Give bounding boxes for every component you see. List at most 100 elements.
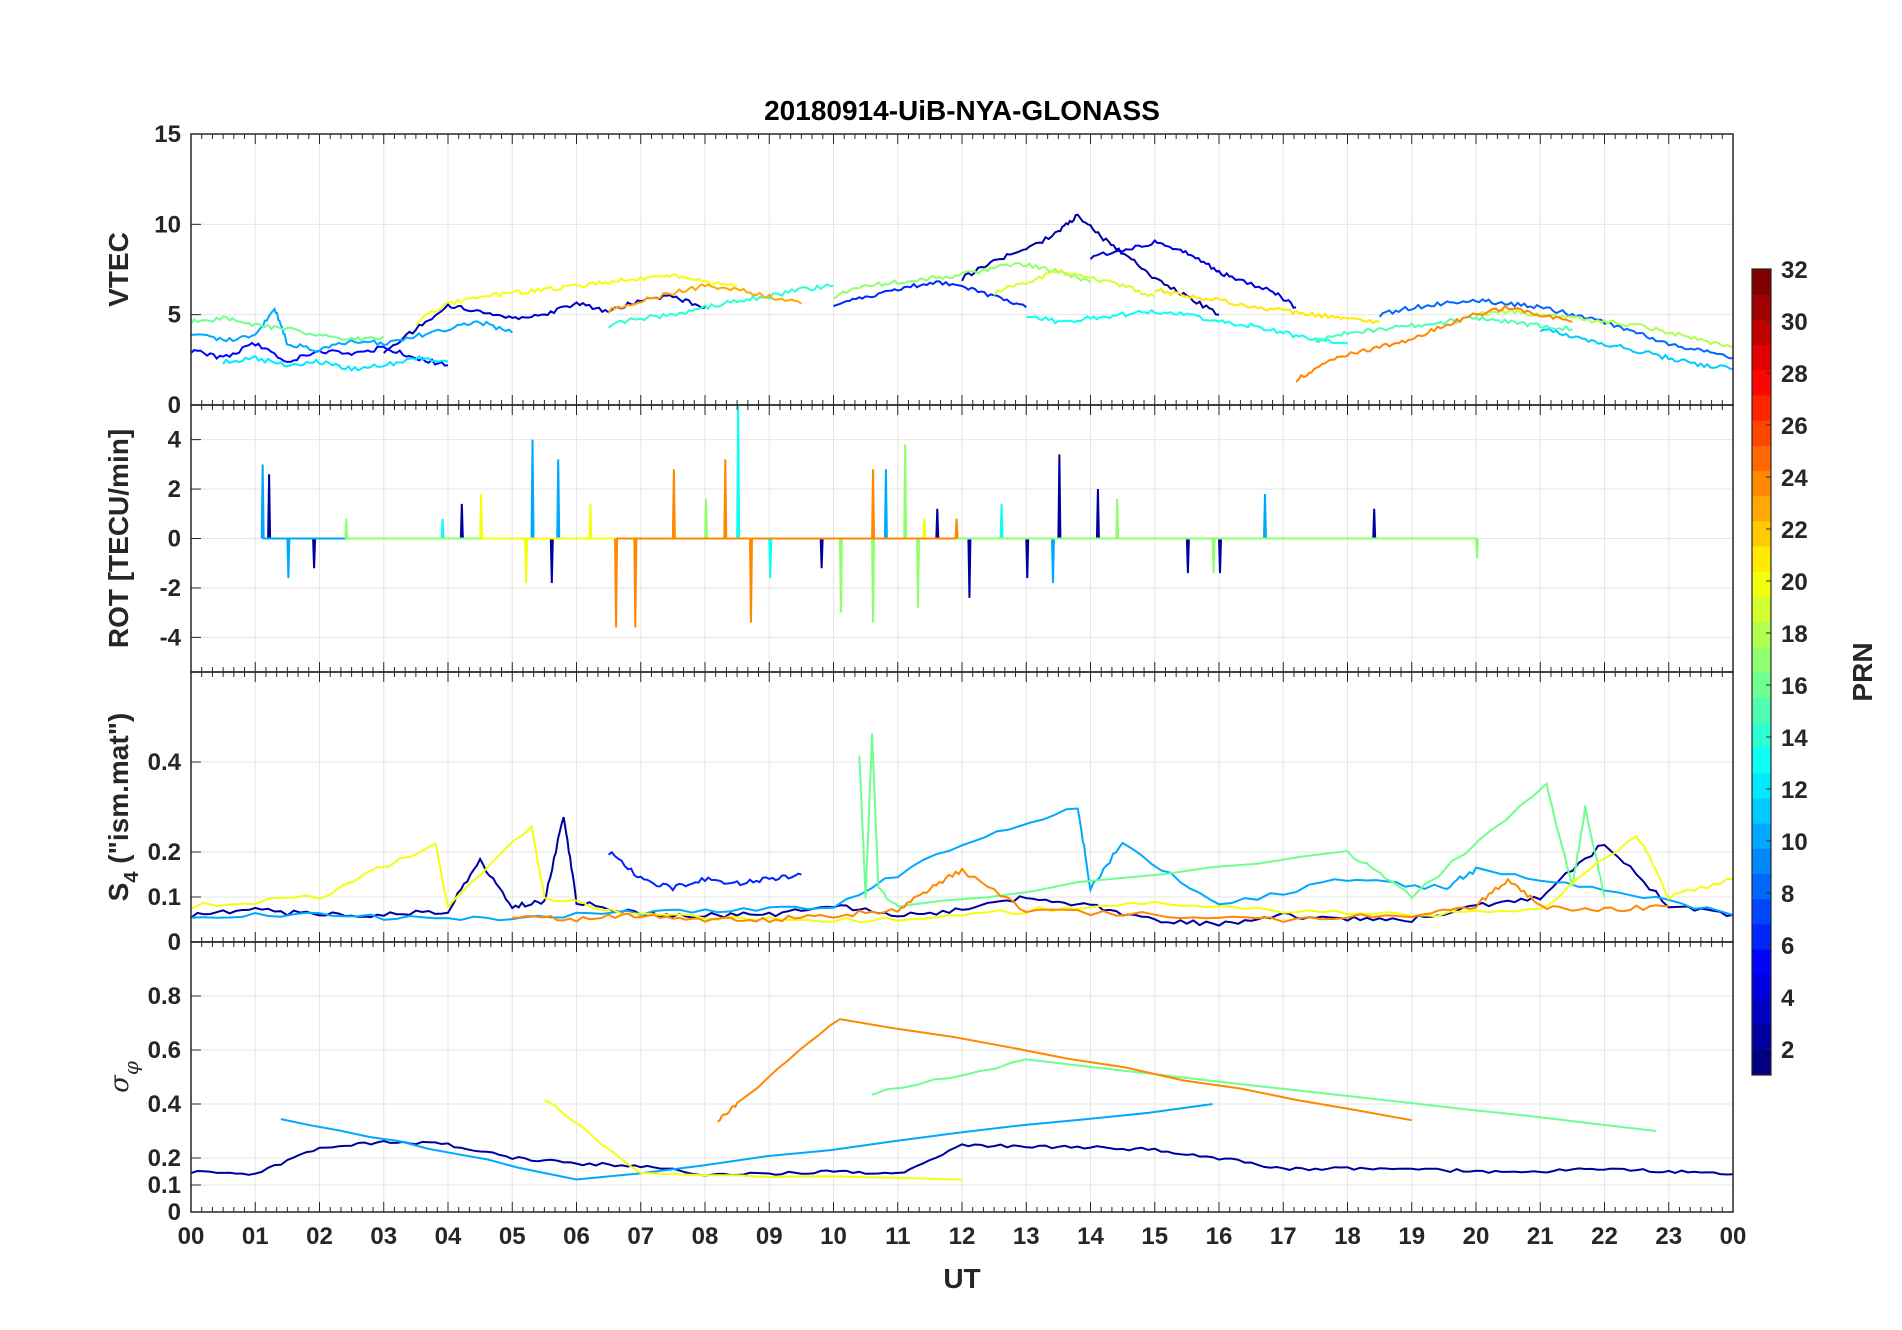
y-tick-label: 0 — [168, 1199, 181, 1226]
colorbar-swatch — [1752, 269, 1771, 295]
y-axis-label-vtec: VTEC — [103, 232, 134, 307]
series-line-prn-16 — [191, 315, 385, 343]
series-line-prn-24 — [512, 867, 1669, 924]
series-line-prn-24 — [717, 1018, 1412, 1123]
colorbar-tick-label: 10 — [1781, 829, 1808, 856]
series-line-prn-15 — [1314, 315, 1573, 343]
colorbar-swatch — [1752, 495, 1771, 522]
colorbar-tick-label: 16 — [1781, 673, 1808, 700]
colorbar-swatch — [1752, 369, 1771, 396]
x-tick-label: 02 — [306, 1223, 333, 1250]
colorbar-swatch — [1752, 646, 1771, 673]
colorbar-swatch — [1752, 596, 1771, 623]
series-line-prn-14 — [608, 283, 834, 329]
x-tick-label: 15 — [1141, 1223, 1168, 1250]
panel-vtec: 0 5 10 15 VTEC — [103, 121, 1734, 419]
x-tick-label: 16 — [1206, 1223, 1233, 1250]
series-group-vtec — [191, 213, 1733, 383]
colorbar-swatch — [1752, 294, 1771, 320]
colorbar-swatch — [1752, 772, 1771, 799]
chart-title: 20180914-UiB-NYA-GLONASS — [764, 95, 1160, 126]
x-tick-label: 00 — [1720, 1223, 1747, 1250]
y-axis-label-rot: ROT [TECU/min] — [103, 429, 134, 648]
colorbar-swatch — [1752, 722, 1771, 749]
series-line-prn-2 — [191, 816, 1733, 927]
x-tick-label: 14 — [1077, 1223, 1104, 1250]
x-ticks-s4 — [190, 672, 1734, 942]
colorbar-tick-label: 22 — [1781, 517, 1808, 544]
colorbar-swatch — [1752, 319, 1771, 346]
x-tick-label: 09 — [756, 1223, 783, 1250]
colorbar-tick-label: 24 — [1781, 465, 1808, 492]
colorbar-label: PRN — [1847, 642, 1878, 701]
y-tick-label: 0.1 — [148, 1172, 181, 1199]
colorbar-swatch — [1752, 445, 1771, 471]
x-tick-label: 10 — [820, 1223, 847, 1250]
y-axis-label-s4: S4 ("ism.mat") — [103, 713, 143, 902]
colorbar-tick-label: 12 — [1781, 777, 1808, 804]
series-group-sigma_phi — [191, 1018, 1733, 1181]
colorbar-swatch — [1752, 571, 1771, 597]
series-line-prn-20 — [543, 1099, 963, 1181]
colorbar-swatch — [1752, 420, 1771, 446]
y-tick-label: -4 — [160, 624, 182, 651]
series-line-prn-2 — [267, 454, 1377, 598]
series-line-prn-12 — [222, 354, 449, 372]
series-line-prn-21 — [1154, 287, 1380, 325]
colorbar-tick-label: 2 — [1781, 1037, 1794, 1064]
colorbar-swatch — [1752, 923, 1771, 950]
x-tick-label: 03 — [370, 1223, 397, 1250]
y-tick-label: 2 — [168, 476, 181, 503]
colorbar-swatch — [1752, 394, 1771, 421]
x-tick-label: 06 — [563, 1223, 590, 1250]
series-line-prn-17 — [832, 261, 1092, 300]
series-line-prn-20 — [479, 493, 927, 584]
x-tick-label: 04 — [435, 1223, 462, 1250]
series-line-prn-24 — [1295, 304, 1573, 383]
y-tick-label: 0.8 — [148, 983, 181, 1010]
colorbar-swatch — [1752, 999, 1771, 1026]
series-group-s4 — [191, 733, 1733, 927]
series-line-prn-13 — [1026, 308, 1348, 345]
colorbar-swatch — [1752, 1049, 1771, 1076]
x-tick-label: 07 — [627, 1223, 654, 1250]
x-tick-label: 08 — [692, 1223, 719, 1250]
x-tick-label: 19 — [1398, 1223, 1425, 1250]
y-tick-label: 5 — [168, 302, 181, 329]
y-tick-label: 4 — [168, 427, 182, 454]
x-tick-label: 11 — [885, 1223, 910, 1250]
colorbar-swatch — [1752, 546, 1771, 572]
y-tick-label: 0.6 — [148, 1037, 181, 1064]
x-tick-label: 01 — [242, 1223, 269, 1250]
x-tick-label: 22 — [1591, 1223, 1618, 1250]
colorbar-tick-label: 6 — [1781, 933, 1794, 960]
colorbar-tick-label: 20 — [1781, 569, 1808, 596]
colorbar-tick-label: 28 — [1781, 361, 1808, 388]
colorbar-swatch — [1752, 697, 1771, 723]
colorbar-swatch — [1752, 974, 1771, 1000]
colorbar-swatch — [1752, 797, 1771, 824]
series-line-prn-17 — [344, 444, 1479, 623]
series-line-prn-10 — [260, 439, 1267, 584]
panel-rot: -4 -2 0 2 4 ROT [TECU/min] — [103, 404, 1734, 673]
colorbar-swatch — [1752, 848, 1771, 874]
x-tick-label: 05 — [499, 1223, 526, 1250]
series-line-prn-8 — [1378, 298, 1733, 360]
colorbar-swatch — [1752, 747, 1771, 774]
x-tick-label: 00 — [178, 1223, 205, 1250]
series-line-prn-20 — [415, 272, 738, 325]
x-tick-label: 23 — [1655, 1223, 1682, 1250]
colorbar-tick-label: 14 — [1781, 725, 1808, 752]
x-ticks-rot — [190, 405, 1734, 672]
series-line-prn-16 — [858, 733, 1606, 908]
panel-s4: 0 0.1 0.2 0.4S4 ("ism.mat") — [103, 671, 1734, 956]
colorbar-tick-label: 30 — [1781, 309, 1808, 336]
x-tick-label: 13 — [1013, 1223, 1040, 1250]
grid-vtec — [190, 133, 1734, 406]
x-tick-label: 12 — [949, 1223, 976, 1250]
colorbar-swatch — [1752, 621, 1771, 648]
y-axis-label-sigma_phi: σφ — [105, 1061, 143, 1093]
colorbar-swatch — [1752, 470, 1771, 497]
